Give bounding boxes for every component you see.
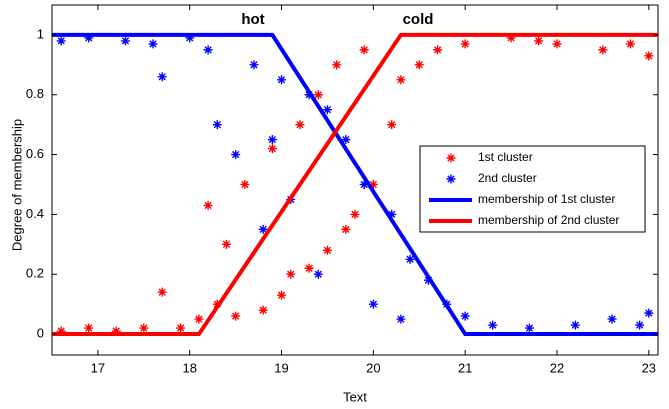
scatter-point [359, 179, 369, 189]
membership-line [52, 32, 658, 337]
scatter-point [258, 224, 268, 234]
x-tick-label: 19 [274, 360, 288, 375]
scatter-point [277, 290, 287, 300]
scatter-point [176, 323, 186, 333]
legend-label: 2nd cluster [478, 171, 537, 185]
scatter-point [185, 33, 195, 43]
scatter-point [286, 269, 296, 279]
scatter-point [387, 120, 397, 130]
scatter-point [313, 90, 323, 100]
scatter-point [157, 287, 167, 297]
scatter-point [157, 72, 167, 82]
scatter-point [460, 39, 470, 49]
legend-marker [446, 174, 456, 184]
y-tick-label: 0.4 [26, 206, 44, 221]
scatter-point [111, 326, 121, 336]
scatter-point [84, 33, 94, 43]
scatter-point [341, 224, 351, 234]
legend-marker [446, 153, 456, 163]
scatter-point [203, 45, 213, 55]
x-tick-label: 17 [91, 360, 105, 375]
annotation: cold [403, 11, 434, 28]
scatter-point [350, 209, 360, 219]
x-tick-label: 18 [182, 360, 196, 375]
scatter-point [524, 323, 534, 333]
scatter-point [396, 314, 406, 324]
scatter-point [552, 39, 562, 49]
x-tick-label: 21 [458, 360, 472, 375]
scatter-point [313, 269, 323, 279]
scatter-point [267, 144, 277, 154]
y-tick-label: 1 [37, 26, 44, 41]
scatter-point [332, 60, 342, 70]
scatter-point [258, 305, 268, 315]
scatter-point [341, 135, 351, 145]
y-tick-label: 0.2 [26, 266, 44, 281]
scatter-point [635, 320, 645, 330]
scatter-point [84, 323, 94, 333]
scatter-point [203, 200, 213, 210]
y-tick-label: 0.6 [26, 146, 44, 161]
scatter-point [368, 299, 378, 309]
scatter-point [570, 320, 580, 330]
scatter-point [625, 39, 635, 49]
legend: 1st cluster 2nd cluster membership of 1st … [419, 145, 646, 233]
scatter-point [396, 75, 406, 85]
scatter-point [120, 36, 130, 46]
x-tick-label: 20 [366, 360, 380, 375]
scatter-point [534, 36, 544, 46]
scatter-point [231, 311, 241, 321]
x-axis-label: Text [343, 389, 367, 404]
scatter-point [240, 179, 250, 189]
scatter-point [359, 45, 369, 55]
scatter-point [304, 263, 314, 273]
legend-box [419, 145, 646, 233]
scatter-point [598, 45, 608, 55]
scatter-point [249, 60, 259, 70]
scatter-point [460, 311, 470, 321]
scatter-point [607, 314, 617, 324]
scatter-point [322, 245, 332, 255]
scatter-point [506, 33, 516, 43]
scatter-point [644, 308, 654, 318]
scatter-point [267, 135, 277, 145]
scatter-point [148, 39, 158, 49]
legend-label: membership of 1st cluster [478, 192, 615, 206]
y-tick-label: 0.8 [26, 86, 44, 101]
scatter-point [322, 105, 332, 115]
scatter-point [56, 36, 66, 46]
scatter-point [231, 150, 241, 160]
scatter-point [488, 320, 498, 330]
scatter-point [387, 209, 397, 219]
scatter-point [221, 239, 231, 249]
scatter-point [212, 120, 222, 130]
membership-line [52, 32, 658, 337]
x-tick-label: 23 [642, 360, 656, 375]
scatter-point [277, 75, 287, 85]
legend-label: membership of 2nd cluster [478, 213, 619, 227]
scatter-point [433, 45, 443, 55]
scatter-point [56, 326, 66, 336]
y-tick-label: 0 [37, 325, 44, 340]
legend-label: 1st cluster [478, 150, 533, 164]
annotation: hot [241, 11, 264, 28]
scatter-point [368, 179, 378, 189]
y-axis-label: Degree of membership [9, 119, 24, 251]
scatter-point [405, 254, 415, 264]
x-tick-label: 22 [550, 360, 564, 375]
scatter-point [295, 120, 305, 130]
scatter-point [139, 323, 149, 333]
scatter-point [194, 314, 204, 324]
scatter-point [414, 60, 424, 70]
scatter-point [644, 51, 654, 61]
